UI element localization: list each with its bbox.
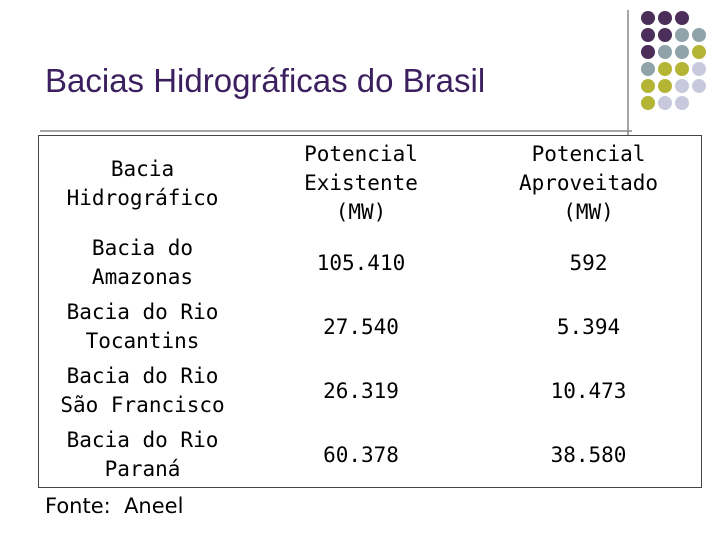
header-cell: Bacia Hidrográfico <box>66 156 219 210</box>
table-row: Bacia do Amazonas 105.410 592 <box>39 231 702 295</box>
table-row: Bacia do Rio Paraná 60.378 38.580 <box>39 423 702 488</box>
header-row: Bacia Hidrográfico Potencial Existente (M… <box>39 136 702 232</box>
source-note: Fonte: Aneel <box>45 494 184 518</box>
table-cell: 592 <box>569 250 608 275</box>
table-cell: 26.319 <box>323 378 399 403</box>
decoration <box>40 10 706 135</box>
header-cell: Potencial Existente (MW) <box>304 142 418 224</box>
table-cell: 27.540 <box>323 314 399 339</box>
table-cell: Bacia do Rio Paraná <box>66 428 219 481</box>
table-row: Bacia do Rio Tocantins 27.540 5.394 <box>39 295 702 359</box>
slide-title: Bacias Hidrográficas do Brasil <box>45 62 486 99</box>
table-cell: Bacia do Rio São Francisco <box>60 364 225 417</box>
header-cell: Potencial Aproveitado (MW) <box>518 142 659 224</box>
table-cell: 60.378 <box>323 442 399 467</box>
table-row: Bacia do Rio São Francisco 26.319 10.473 <box>39 359 702 423</box>
dot-grid <box>641 11 706 110</box>
table-cell: 105.410 <box>316 250 406 275</box>
table-cell: Bacia do Amazonas <box>91 236 194 289</box>
table-cell: 10.473 <box>550 378 627 403</box>
data-table: Bacia Hidrográfico Potencial Existente (M… <box>38 135 702 488</box>
table-cell: Bacia do Rio Tocantins <box>66 300 219 353</box>
table-cell: 38.580 <box>550 442 627 467</box>
table-cell: 5.394 <box>556 314 621 339</box>
